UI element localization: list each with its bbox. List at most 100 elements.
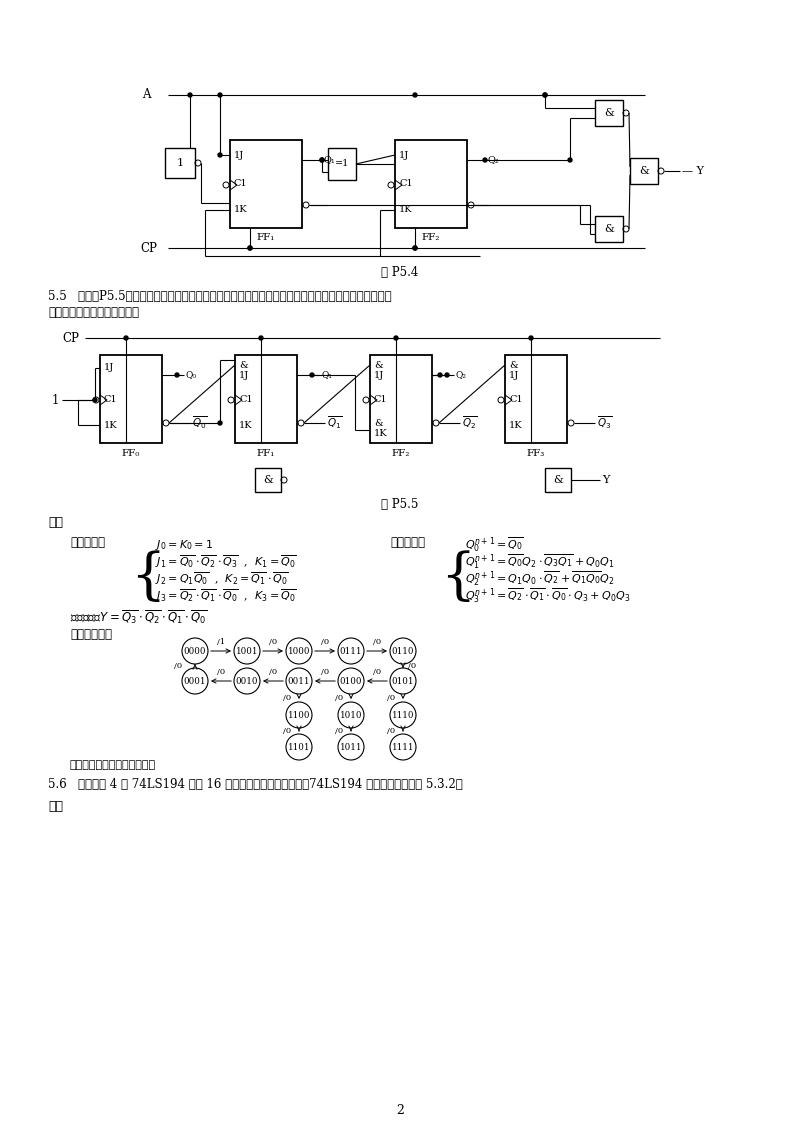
Circle shape (248, 246, 252, 250)
Text: /0: /0 (269, 668, 277, 676)
Text: 2: 2 (396, 1104, 404, 1116)
Text: CP: CP (62, 332, 79, 344)
Bar (505, 355, 567, 443)
Text: 1: 1 (52, 394, 59, 406)
Circle shape (218, 93, 222, 97)
Text: 1K: 1K (104, 420, 118, 429)
Text: /0: /0 (321, 638, 329, 646)
Text: 输出方程：$Y = \overline{Q_3} \cdot \overline{Q_2} \cdot \overline{Q_1} \cdot \overli: 输出方程：$Y = \overline{Q_3} \cdot \overline… (70, 608, 207, 626)
Text: 1K: 1K (239, 420, 253, 429)
Text: 状态方程：: 状态方程： (390, 535, 425, 549)
Text: 解：: 解： (48, 800, 63, 814)
Text: $J_0 = K_0 = 1$: $J_0 = K_0 = 1$ (155, 538, 213, 552)
Text: $\overline{Q_2}$: $\overline{Q_2}$ (462, 414, 477, 431)
Text: C1: C1 (234, 180, 248, 189)
Text: 1101: 1101 (288, 743, 310, 752)
Text: /0: /0 (335, 727, 343, 735)
Bar (595, 100, 623, 126)
Text: — Y: — Y (682, 166, 704, 175)
Text: 1011: 1011 (340, 743, 362, 752)
Circle shape (568, 158, 572, 162)
Text: A: A (142, 88, 150, 102)
Text: 1K: 1K (234, 206, 248, 214)
Bar (235, 355, 297, 443)
Text: /0: /0 (283, 727, 291, 735)
Text: Q₀: Q₀ (186, 370, 197, 379)
Circle shape (320, 158, 324, 162)
Text: Y: Y (602, 475, 610, 484)
Text: FF₃: FF₃ (527, 448, 545, 457)
Text: &: & (604, 224, 614, 234)
Text: 0001: 0001 (184, 677, 206, 686)
Circle shape (394, 336, 398, 340)
Circle shape (445, 374, 449, 377)
Text: C1: C1 (239, 394, 253, 403)
Text: Q₂: Q₂ (487, 155, 498, 164)
Bar (395, 140, 467, 228)
Text: &: & (509, 360, 518, 369)
Text: CP: CP (140, 241, 157, 255)
Text: 1111: 1111 (392, 743, 414, 752)
Text: 1J: 1J (509, 370, 519, 379)
Circle shape (175, 374, 179, 377)
Text: 0010: 0010 (236, 677, 258, 686)
Circle shape (543, 93, 547, 97)
Circle shape (413, 246, 417, 250)
Text: /0: /0 (408, 662, 416, 670)
Text: =1: =1 (335, 160, 349, 169)
Text: C1: C1 (509, 394, 522, 403)
Circle shape (124, 336, 128, 340)
Text: $J_1 = \overline{Q_0} \cdot \overline{Q_2} \cdot \overline{Q_3}$  ,  $K_1 = \ove: $J_1 = \overline{Q_0} \cdot \overline{Q_… (155, 554, 297, 571)
Text: /1: /1 (217, 638, 225, 646)
Circle shape (93, 398, 97, 402)
Circle shape (188, 93, 192, 97)
Circle shape (413, 93, 417, 97)
Text: FF₀: FF₀ (122, 448, 140, 457)
Text: $\overline{Q_3}$: $\overline{Q_3}$ (597, 414, 612, 431)
Bar (630, 158, 658, 185)
Text: C1: C1 (374, 394, 388, 403)
Text: 1K: 1K (509, 420, 522, 429)
Circle shape (529, 336, 533, 340)
Circle shape (413, 246, 417, 250)
Text: 1: 1 (177, 158, 183, 168)
Text: $\overline{Q_0}$: $\overline{Q_0}$ (192, 414, 207, 431)
Text: {: { (440, 550, 476, 606)
Text: $Q_1^{n+1} = \overline{Q_0}Q_2\cdot\overline{Q_3Q_1}+Q_0Q_1$: $Q_1^{n+1} = \overline{Q_0}Q_2\cdot\over… (465, 552, 614, 572)
Circle shape (218, 421, 222, 424)
Bar (100, 355, 162, 443)
Text: $J_2 = Q_1\overline{Q_0}$  ,  $K_2 = \overline{Q_1} \cdot \overline{Q_0}$: $J_2 = Q_1\overline{Q_0}$ , $K_2 = \over… (155, 571, 289, 588)
Text: Q₂: Q₂ (456, 370, 467, 379)
Text: 0011: 0011 (288, 677, 310, 686)
Text: 解：: 解： (48, 515, 63, 529)
Text: 图 P5.4: 图 P5.4 (382, 266, 418, 278)
Text: 1001: 1001 (236, 646, 258, 655)
Text: /0: /0 (269, 638, 277, 646)
Text: 1J: 1J (374, 370, 384, 379)
Text: C1: C1 (399, 180, 413, 189)
Text: $Q_3^{n+1} = \overline{Q_2}\cdot\overline{Q_1}\cdot\overline{Q_0}\cdot Q_3+Q_0Q_: $Q_3^{n+1} = \overline{Q_2}\cdot\overlin… (465, 586, 630, 606)
Text: &: & (553, 475, 563, 484)
Text: &: & (374, 360, 382, 369)
Text: /0: /0 (217, 668, 225, 676)
Bar (595, 216, 623, 242)
Text: /0: /0 (373, 638, 381, 646)
Text: FF₂: FF₂ (422, 232, 440, 241)
Bar (255, 468, 281, 492)
Text: /0: /0 (373, 668, 381, 676)
Bar (165, 148, 195, 178)
Circle shape (438, 374, 442, 377)
Text: /0: /0 (174, 662, 182, 670)
Bar (230, 140, 302, 228)
Text: 驱动方程：: 驱动方程： (70, 535, 105, 549)
Text: 1J: 1J (104, 363, 114, 372)
Text: 1010: 1010 (340, 711, 362, 720)
Text: /0: /0 (387, 694, 395, 702)
Text: /0: /0 (387, 727, 395, 735)
Text: 0110: 0110 (392, 646, 414, 655)
Circle shape (320, 158, 324, 162)
Text: 0100: 0100 (340, 677, 362, 686)
Text: 1000: 1000 (288, 646, 310, 655)
Text: 图 P5.5: 图 P5.5 (382, 498, 418, 512)
Text: 0000: 0000 (184, 646, 206, 655)
